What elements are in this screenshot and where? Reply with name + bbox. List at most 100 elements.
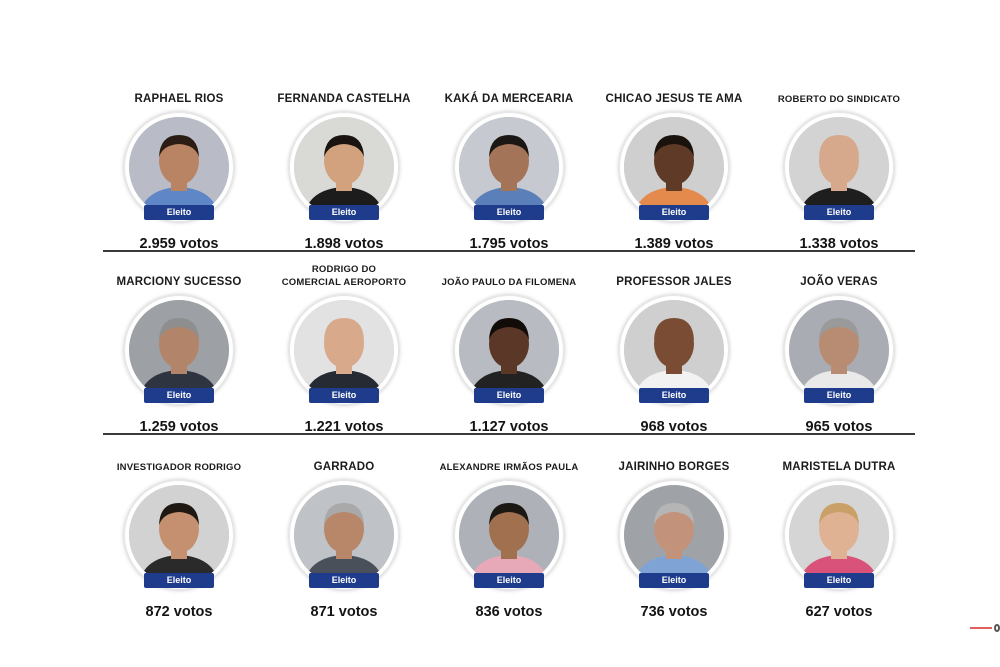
candidate-votes: 736 votos (640, 604, 708, 620)
candidate-photo-frame: Eleito (784, 480, 894, 590)
candidate-photo (789, 300, 889, 400)
candidate-photo-frame: Eleito (454, 112, 564, 222)
portrait-illustration (129, 300, 229, 400)
candidate-votes: 1.127 votos (469, 419, 549, 435)
candidate-votes: 965 votos (805, 419, 873, 435)
candidate-card: MARISTELA DUTRA Eleito 627 votos (755, 446, 923, 620)
portrait-illustration (294, 117, 394, 217)
candidate-card: ROBERTO DO SINDICATO Eleito 1.338 votos (755, 78, 923, 252)
candidate-card: JAIRINHO BORGES Eleito 736 votos (590, 446, 758, 620)
candidate-name: PROFESSOR JALES (616, 276, 732, 288)
candidate-photo-frame: Eleito (784, 295, 894, 405)
elected-badge: Eleito (804, 388, 874, 403)
elected-badge: Eleito (309, 388, 379, 403)
portrait-illustration (129, 117, 229, 217)
candidate-name: RODRIGO DO COMERCIAL AEROPORTO (281, 264, 407, 288)
portrait-illustration (789, 300, 889, 400)
candidate-photo-frame: Eleito (289, 112, 399, 222)
portrait-illustration (459, 117, 559, 217)
elected-badge: Eleito (144, 573, 214, 588)
candidate-name: INVESTIGADOR RODRIGO (116, 462, 242, 473)
portrait-illustration (789, 485, 889, 585)
candidate-photo (624, 117, 724, 217)
candidate-photo-frame: Eleito (289, 295, 399, 405)
candidate-photo (459, 300, 559, 400)
candidate-photo (129, 300, 229, 400)
elected-badge: Eleito (309, 205, 379, 220)
candidate-card: ALEXANDRE IRMÃOS PAULA Eleito 836 votos (425, 446, 593, 620)
candidate-card: JOÃO VERAS Eleito 965 votos (755, 261, 923, 435)
candidate-votes: 1.338 votos (799, 236, 879, 252)
candidate-name: GARRADO (313, 461, 375, 473)
candidate-card: JOÃO PAULO DA FILOMENA Eleito 1.127 votos (425, 261, 593, 435)
corner-logo-fragment (970, 624, 1000, 632)
candidate-name: MARCIONY SUCESSO (116, 276, 242, 288)
candidate-photo-frame: Eleito (454, 295, 564, 405)
candidate-photo (624, 485, 724, 585)
portrait-illustration (789, 117, 889, 217)
candidate-card: RODRIGO DO COMERCIAL AEROPORTO Eleito 1.22… (260, 261, 428, 435)
candidate-photo-frame: Eleito (619, 112, 729, 222)
candidate-name: RAPHAEL RIOS (134, 93, 224, 105)
candidate-votes: 2.959 votos (139, 236, 219, 252)
portrait-illustration (294, 300, 394, 400)
candidate-row: MARCIONY SUCESSO Eleito 1.259 votos RODRIGO… (95, 261, 935, 441)
candidate-name: CHICAO JESUS TE AMA (605, 93, 743, 105)
elected-badge: Eleito (804, 573, 874, 588)
candidate-photo (459, 117, 559, 217)
candidate-name: ALEXANDRE IRMÃOS PAULA (439, 462, 579, 473)
elected-badge: Eleito (309, 573, 379, 588)
candidate-name: JOÃO PAULO DA FILOMENA (441, 277, 577, 288)
candidate-photo (294, 117, 394, 217)
candidate-name: JOÃO VERAS (800, 276, 878, 288)
candidate-photo-frame: Eleito (454, 480, 564, 590)
row-divider (103, 250, 915, 252)
candidate-name: KAKÁ DA MERCEARIA (444, 93, 574, 105)
candidate-photo (129, 485, 229, 585)
candidate-card: PROFESSOR JALES Eleito 968 votos (590, 261, 758, 435)
candidate-votes: 1.795 votos (469, 236, 549, 252)
elected-badge: Eleito (144, 388, 214, 403)
elected-badge: Eleito (639, 388, 709, 403)
elected-badge: Eleito (804, 205, 874, 220)
candidate-card: KAKÁ DA MERCEARIA Eleito 1.795 votos (425, 78, 593, 252)
elected-badge: Eleito (144, 205, 214, 220)
portrait-illustration (459, 485, 559, 585)
candidate-photo-frame: Eleito (124, 295, 234, 405)
candidate-photo-frame: Eleito (124, 480, 234, 590)
candidate-row: RAPHAEL RIOS Eleito 2.959 votos FERNANDA CA… (95, 78, 935, 258)
elected-badge: Eleito (474, 205, 544, 220)
portrait-illustration (294, 485, 394, 585)
row-divider (103, 433, 915, 435)
candidate-votes: 1.389 votos (634, 236, 714, 252)
candidate-card: MARCIONY SUCESSO Eleito 1.259 votos (95, 261, 263, 435)
candidate-name: MARISTELA DUTRA (782, 461, 896, 473)
candidate-votes: 836 votos (475, 604, 543, 620)
corner-circle (994, 624, 1000, 632)
candidate-card: INVESTIGADOR RODRIGO Eleito 872 votos (95, 446, 263, 620)
portrait-illustration (624, 300, 724, 400)
elected-badge: Eleito (474, 388, 544, 403)
candidate-photo-frame: Eleito (619, 295, 729, 405)
candidate-votes: 1.221 votos (304, 419, 384, 435)
portrait-illustration (624, 485, 724, 585)
candidate-row: INVESTIGADOR RODRIGO Eleito 872 votos GARRA… (95, 446, 935, 626)
candidate-photo (789, 117, 889, 217)
portrait-illustration (624, 117, 724, 217)
candidate-photo (789, 485, 889, 585)
candidate-name: FERNANDA CASTELHA (277, 93, 411, 105)
candidate-photo-frame: Eleito (289, 480, 399, 590)
candidate-votes: 1.898 votos (304, 236, 384, 252)
candidate-photo (294, 485, 394, 585)
candidate-photo (624, 300, 724, 400)
candidate-card: CHICAO JESUS TE AMA Eleito 1.389 votos (590, 78, 758, 252)
candidate-votes: 872 votos (145, 604, 213, 620)
corner-line (970, 627, 992, 629)
candidate-votes: 1.259 votos (139, 419, 219, 435)
candidate-card: GARRADO Eleito 871 votos (260, 446, 428, 620)
candidate-photo-frame: Eleito (784, 112, 894, 222)
elected-badge: Eleito (639, 573, 709, 588)
candidate-votes: 627 votos (805, 604, 873, 620)
portrait-illustration (459, 300, 559, 400)
candidate-card: RAPHAEL RIOS Eleito 2.959 votos (95, 78, 263, 252)
